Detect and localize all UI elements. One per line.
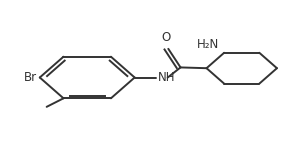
Text: Br: Br [24,71,37,84]
Text: H₂N: H₂N [197,38,219,51]
Text: NH: NH [158,71,175,84]
Text: O: O [161,31,170,44]
